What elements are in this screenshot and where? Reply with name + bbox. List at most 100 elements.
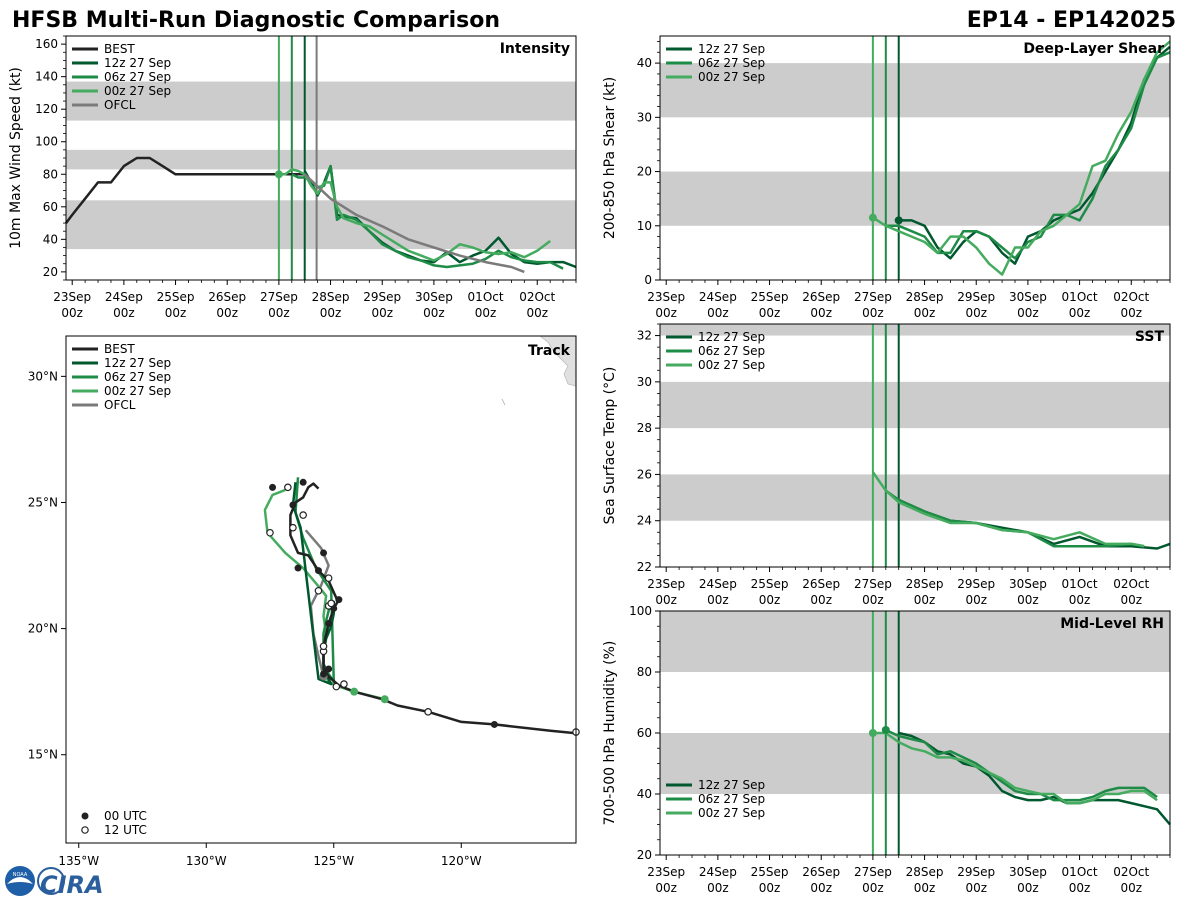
intensity-band-1: [66, 149, 576, 170]
rh-band-1: [660, 611, 1170, 672]
rh-title: Mid-Level RH: [1060, 616, 1164, 632]
track-point-00z-run: [350, 687, 359, 696]
intensity-ytick-label-2: 60: [43, 200, 58, 214]
track-xtick-label-0: 135°W: [58, 854, 99, 868]
rh-xtick-label-day-6: 29Sep: [957, 865, 995, 879]
storm-id: EP14 - EP142025: [967, 8, 1176, 33]
intensity-xtick-label-day-0: 23Sep: [53, 290, 91, 304]
sst-xtick-label-day-7: 30Sep: [1009, 577, 1047, 591]
shear-ytick-label-2: 20: [637, 165, 652, 179]
sst-band-0: [660, 474, 1170, 521]
track-point-00z-run: [380, 695, 389, 704]
cira-globe-icon: [37, 867, 65, 895]
sst-band-1: [660, 381, 1170, 429]
shear-band-0: [660, 171, 1170, 226]
shear-xtick-label-day-1: 24Sep: [699, 290, 737, 304]
intensity-xtick-label-day-7: 30Sep: [415, 290, 453, 304]
track-title: Track: [528, 343, 571, 359]
rh-series-00z-27-sep: [872, 731, 1158, 805]
track-ytick-label-3: 30°N: [28, 369, 58, 383]
shear-frame: [659, 35, 1171, 281]
track-ytick-label-1: 20°N: [28, 622, 58, 636]
rh-xtick-label-day-7: 30Sep: [1009, 865, 1047, 879]
shear-xtick-label-day-6: 29Sep: [957, 290, 995, 304]
intensity-xtick-label-day-3: 26Sep: [208, 290, 246, 304]
rh-xtick-label-hour-9: 00z: [1120, 881, 1142, 895]
track-series-12z-27-sep: [291, 482, 336, 686]
rh-xtick-label-hour-6: 00z: [965, 881, 987, 895]
sst-xtick-label-day-3: 26Sep: [802, 577, 840, 591]
intensity-xtick-label-hour-0: 00z: [61, 306, 83, 320]
intensity-marker-00z-27-sep: [274, 170, 283, 179]
intensity-panel: 23Sep 00z 24Sep 00z 25Sep 00z 26Sep 00z 27Sep 00z…: [8, 35, 577, 320]
shear-xtick-label-day-8: 01Oct: [1062, 290, 1098, 304]
shear-marker-00z-27-sep: [868, 213, 877, 222]
rh-xtick-label-day-4: 27Sep: [854, 865, 892, 879]
intensity-xtick-label-hour-9: 00z: [526, 306, 548, 320]
track-point-12utc: [424, 708, 432, 716]
track-point-00utc: [325, 620, 333, 628]
track-xtick-label-3: 120°W: [441, 854, 482, 868]
rh-ytick-label-1: 40: [637, 787, 652, 801]
track-point-12utc: [289, 523, 297, 532]
sst-ytick-label-1: 24: [637, 514, 652, 528]
rh-legend-label-06z-27-sep: 06z 27 Sep: [698, 792, 765, 806]
track-point-00utc: [269, 483, 277, 491]
rh-xtick-label-hour-5: 00z: [914, 881, 936, 895]
shear-xtick-label-hour-7: 00z: [1017, 306, 1039, 320]
rh-marker-06z-27-sep: [881, 725, 890, 734]
track-island: [501, 398, 506, 406]
track-point-00utc: [335, 596, 343, 604]
noaa-logo-text: NOAA: [13, 872, 28, 878]
rh-ytick-label-3: 80: [637, 665, 652, 679]
sst-xtick-label-day-8: 01Oct: [1062, 577, 1098, 591]
shear-series-06z-27-sep: [885, 51, 1171, 260]
sst-ytick-label-5: 32: [637, 329, 652, 343]
sst-legend-label-00z-27-sep: 00z 27 Sep: [698, 358, 765, 372]
intensity-band-2: [66, 81, 576, 121]
shear-xtick-label-hour-8: 00z: [1069, 306, 1091, 320]
sst-xtick-label-hour-5: 00z: [914, 593, 936, 607]
shear-xtick-label-day-3: 26Sep: [802, 290, 840, 304]
shear-ytick-label-1: 10: [637, 219, 652, 233]
shear-xtick-label-day-2: 25Sep: [751, 290, 789, 304]
rh-xtick-label-day-0: 23Sep: [647, 865, 685, 879]
rh-xtick-label-day-1: 24Sep: [699, 865, 737, 879]
shear-xtick-label-hour-5: 00z: [914, 306, 936, 320]
sst-xtick-label-day-9: 02Oct: [1113, 577, 1149, 591]
intensity-ytick-label-5: 120: [35, 102, 58, 116]
shear-xtick-label-hour-3: 00z: [810, 306, 832, 320]
rh-xtick-label-hour-3: 00z: [810, 881, 832, 895]
track-legend-label-06z-27-sep: 06z 27 Sep: [104, 370, 171, 384]
intensity-ytick-label-1: 40: [43, 232, 58, 246]
intensity-xtick-label-day-2: 25Sep: [157, 290, 195, 304]
track-point-00utc: [320, 549, 328, 557]
track-point-00utc: [325, 665, 333, 673]
rh-xtick-label-day-9: 02Oct: [1113, 865, 1149, 879]
intensity-xtick-label-hour-4: 00z: [268, 306, 290, 320]
sst-xtick-label-day-5: 28Sep: [906, 577, 944, 591]
track-point-00utc: [294, 564, 302, 572]
rh-ytick-label-0: 20: [637, 848, 652, 862]
rh-series-06z-27-sep: [885, 728, 1158, 802]
intensity-xtick-label-hour-5: 00z: [320, 306, 342, 320]
track-point-00utc: [314, 567, 322, 575]
sst-xtick-label-day-0: 23Sep: [647, 577, 685, 591]
track-point-12utc: [324, 574, 333, 582]
track-point-12utc: [327, 599, 336, 608]
shear-xtick-label-day-7: 30Sep: [1009, 290, 1047, 304]
track-xtick-label-2: 125°W: [313, 854, 354, 868]
rh-xtick-label-day-3: 26Sep: [802, 865, 840, 879]
shear-title: Deep-Layer Shear: [1023, 41, 1164, 57]
rh-ylabel: 700-500 hPa Humidity (%): [602, 641, 618, 826]
intensity-series-ofcl: [303, 173, 525, 274]
sst-frame: [659, 323, 1171, 568]
shear-xtick-label-day-5: 28Sep: [906, 290, 944, 304]
intensity-xtick-label-day-1: 24Sep: [105, 290, 143, 304]
sst-xtick-label-hour-6: 00z: [965, 593, 987, 607]
rh-ytick-label-2: 60: [637, 726, 652, 740]
sst-ytick-label-0: 22: [637, 560, 652, 574]
track-legend-label-12z-27-sep: 12z 27 Sep: [104, 356, 171, 370]
sst-xtick-label-hour-4: 00z: [862, 593, 884, 607]
track-frame: [65, 335, 577, 844]
